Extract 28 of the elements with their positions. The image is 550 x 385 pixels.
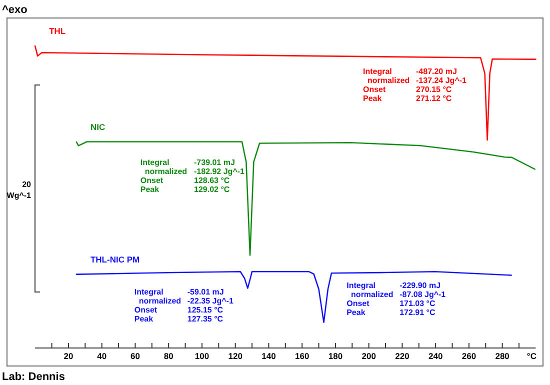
x-tick-label: 140 — [262, 351, 276, 361]
series-label: NIC — [90, 122, 106, 132]
annotation: Integral normalized Onset Peak — [134, 287, 182, 324]
x-tick-label: 80 — [164, 351, 174, 361]
x-tick-label: 240 — [428, 351, 443, 361]
series-label: THL — [49, 26, 66, 36]
x-tick-label: 220 — [395, 351, 410, 361]
annotation: -229.90 mJ -87.08 Jg^-1 171.03 °C 172.91 °C — [400, 281, 446, 317]
x-tick-label: 260 — [462, 351, 476, 361]
annotation: Integral normalized Onset Peak — [140, 158, 188, 194]
x-tick-label: 280 — [495, 351, 510, 361]
annotation: Integral normalized Onset Peak — [346, 281, 394, 317]
annotation: -739.01 mJ -182.92 Jg^-1 128.63 °C 129.02 °C — [194, 158, 246, 194]
annotation: -487.20 mJ -137.24 Jg^-1 270.15 °C 271.12 °C — [416, 67, 468, 103]
x-tick-label: 60 — [130, 351, 140, 361]
annotation: Integral normalized Onset Peak — [363, 67, 410, 103]
x-tick-label: 40 — [97, 351, 107, 361]
series-label: THL-NIC PM — [90, 254, 140, 264]
text: Lab: Dennis — [2, 371, 65, 383]
x-tick-label: 20 — [64, 351, 74, 361]
text: ^exo — [2, 4, 28, 16]
x-tick-label: 160 — [294, 351, 310, 361]
x-tick-label: 200 — [362, 351, 376, 361]
annotation: -59.01 mJ -22.35 Jg^-1 125.15 °C 127.35 °C — [187, 287, 234, 324]
x-tick-label: 120 — [228, 351, 243, 361]
x-tick-label: 180 — [328, 351, 343, 361]
x-tick-label: 100 — [194, 351, 210, 361]
x-axis-title: °C — [526, 351, 536, 361]
